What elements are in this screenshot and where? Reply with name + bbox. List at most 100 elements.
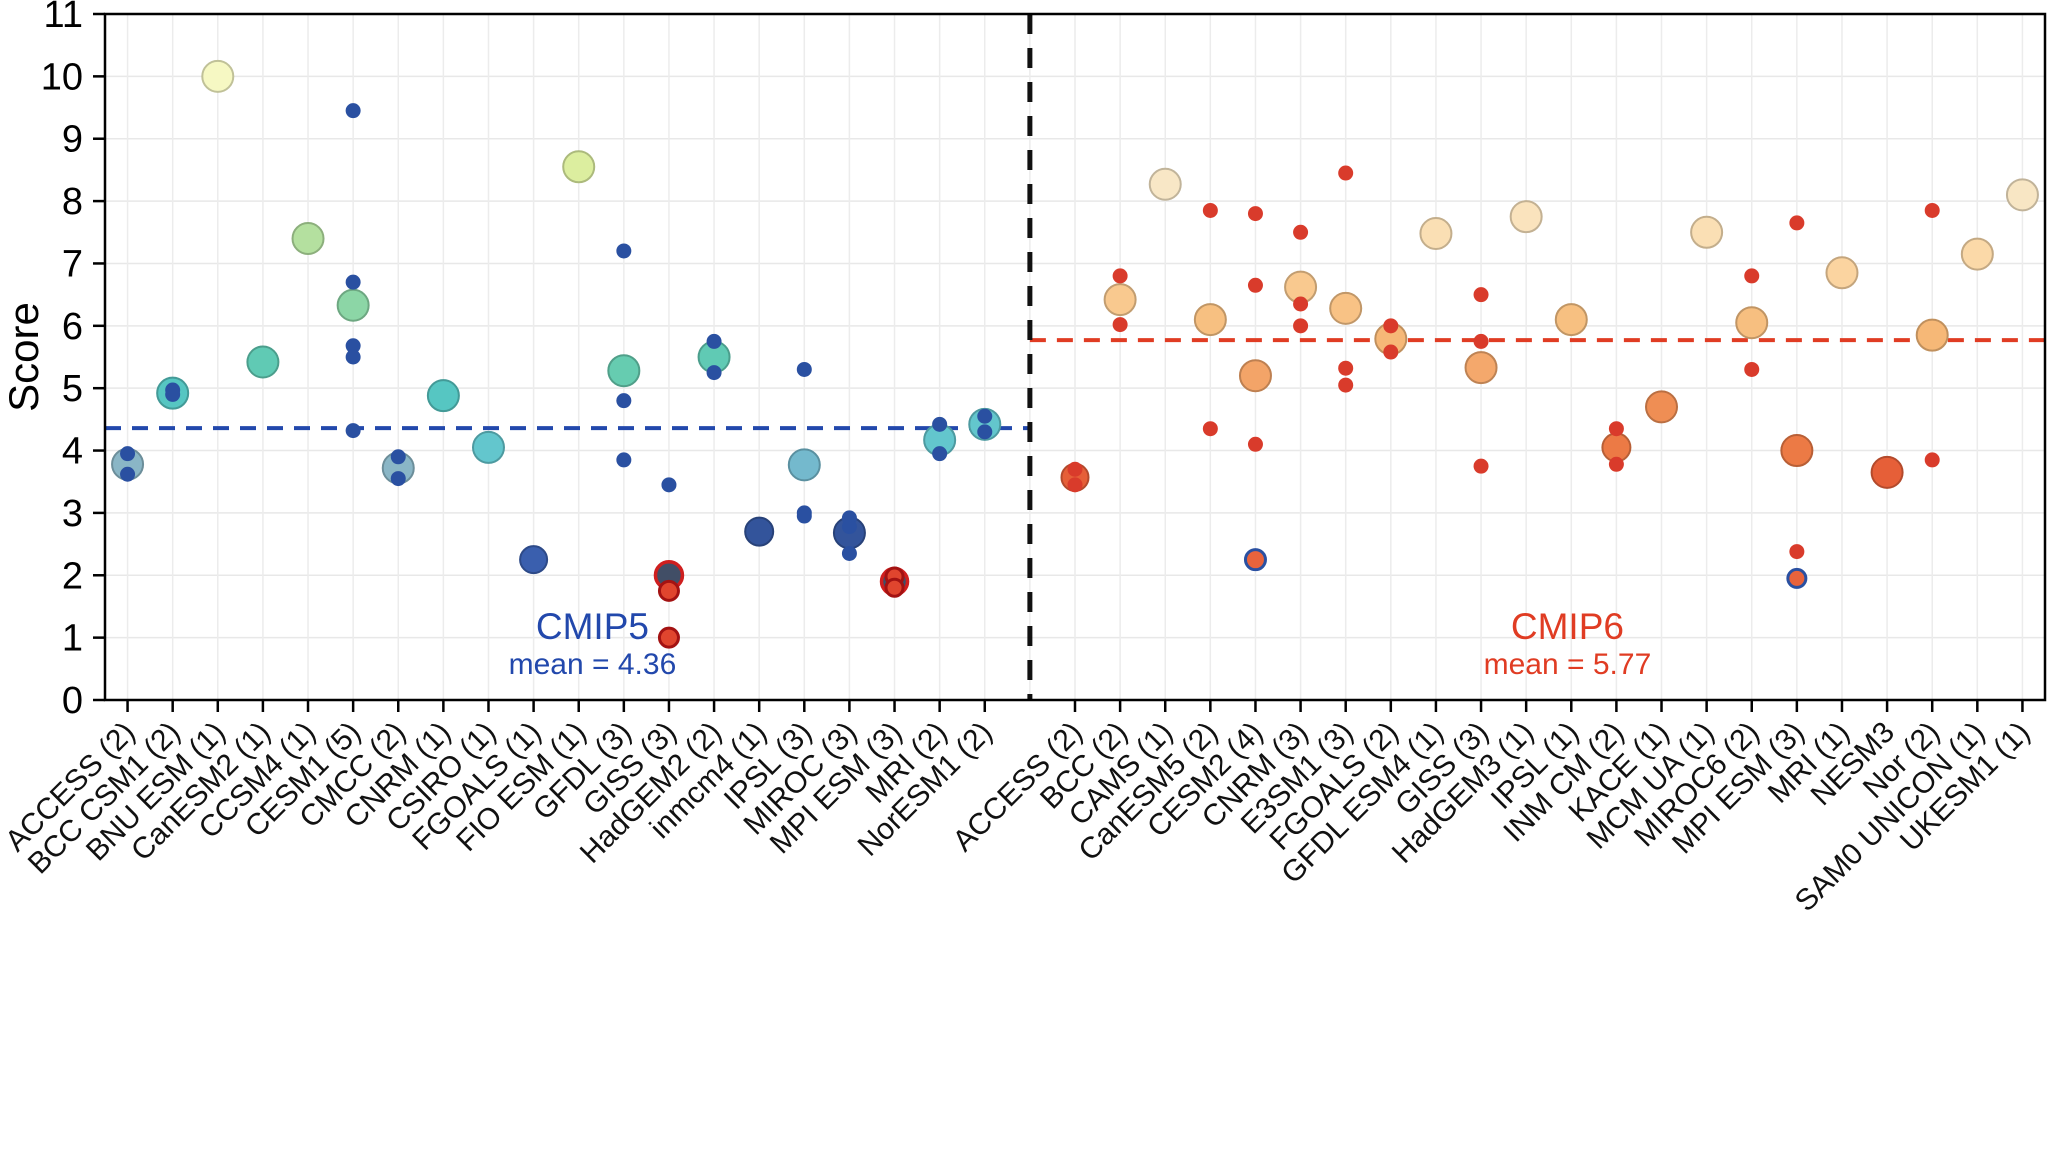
y-tick-label: 1	[62, 618, 83, 660]
model-mean-point	[291, 222, 325, 256]
ensemble-member-point	[345, 349, 361, 365]
cmip6-annotation-title: CMIP6	[1511, 606, 1624, 647]
ensemble-member-point	[1247, 436, 1263, 452]
ensemble-member-point	[977, 408, 993, 424]
model-mean-point	[1193, 303, 1227, 337]
ensemble-member-point	[1473, 458, 1489, 474]
model-mean-point	[1509, 200, 1543, 234]
ensemble-member-point	[1247, 277, 1263, 293]
ensemble-member-point	[841, 545, 857, 561]
y-tick-label: 7	[62, 243, 83, 285]
ensemble-member-point	[1789, 215, 1805, 231]
ensemble-member-point	[1473, 287, 1489, 303]
y-tick-label: 2	[62, 555, 83, 597]
model-mean-point	[1780, 434, 1814, 468]
ensemble-member-point	[1202, 202, 1218, 218]
model-mean-point	[1419, 217, 1453, 251]
model-mean-point	[201, 59, 235, 93]
ensemble-member-point	[1473, 333, 1489, 349]
model-mean-point	[246, 345, 280, 379]
ensemble-member-point	[345, 103, 361, 119]
model-mean-point	[1329, 291, 1363, 325]
model-mean-point	[1238, 359, 1272, 393]
ensemble-member-point	[1293, 318, 1309, 334]
ensemble-member-point	[1293, 224, 1309, 240]
ensemble-member-point	[616, 452, 632, 468]
ensemble-member-point	[1608, 421, 1624, 437]
ensemble-member-point	[1112, 268, 1128, 284]
ensemble-member-point	[1338, 360, 1354, 376]
model-mean-point	[2005, 178, 2039, 212]
ensemble-member-point	[1067, 461, 1083, 477]
ensemble-member-point	[1247, 206, 1263, 222]
ensemble-member-point	[1293, 296, 1309, 312]
model-mean-point	[1464, 351, 1498, 385]
ensemble-member-point	[657, 626, 680, 649]
ensemble-member-point	[1924, 452, 1940, 468]
cmip6-annotation-mean: mean = 5.77	[1484, 648, 1652, 681]
ensemble-member-point	[932, 446, 948, 462]
ensemble-member-point	[120, 466, 136, 482]
ensemble-member-point	[1112, 317, 1128, 333]
cmip5-annotation-mean: mean = 4.36	[509, 648, 677, 681]
model-mean-point	[1690, 215, 1724, 249]
ensemble-member-point	[1243, 548, 1267, 572]
ensemble-member-point	[1789, 544, 1805, 560]
ensemble-member-point	[796, 508, 812, 524]
ensemble-member-point	[1744, 361, 1760, 377]
model-mean-point	[1870, 455, 1904, 489]
ensemble-member-point	[706, 333, 722, 349]
ensemble-member-point	[345, 274, 361, 290]
ensemble-member-point	[1383, 318, 1399, 334]
ensemble-member-point	[345, 423, 361, 439]
ensemble-member-point	[1202, 421, 1218, 437]
model-mean-point	[744, 516, 775, 547]
ensemble-member-point	[345, 338, 361, 354]
ensemble-member-point	[120, 446, 136, 462]
model-mean-point	[1103, 283, 1137, 317]
y-tick-label: 4	[62, 431, 83, 473]
ensemble-member-point	[390, 449, 406, 465]
model-mean-point	[1645, 390, 1679, 424]
y-tick-label: 11	[44, 0, 83, 36]
ensemble-member-point	[706, 365, 722, 381]
ensemble-member-point	[1924, 202, 1940, 218]
y-tick-label: 8	[62, 181, 83, 223]
ensemble-member-point	[977, 424, 993, 440]
ensemble-member-point	[657, 579, 680, 602]
y-tick-label: 0	[62, 680, 83, 722]
y-tick-label: 5	[62, 368, 83, 410]
cmip5-annotation-title: CMIP5	[536, 606, 649, 647]
ensemble-member-point	[1067, 477, 1083, 493]
model-mean-point	[1148, 167, 1182, 201]
ensemble-member-point	[165, 386, 181, 402]
model-mean-point	[787, 448, 821, 482]
ensemble-member-point	[1786, 567, 1808, 589]
ensemble-member-point	[390, 471, 406, 487]
ensemble-member-point	[1383, 344, 1399, 360]
ensemble-member-point	[616, 393, 632, 409]
ensemble-member-point	[616, 243, 632, 259]
model-mean-point	[562, 150, 596, 184]
y-tick-label: 3	[62, 493, 83, 535]
model-mean-point	[1735, 306, 1769, 340]
ensemble-member-point	[932, 416, 948, 432]
model-mean-point	[471, 430, 505, 464]
model-mean-point	[1960, 237, 1994, 271]
y-tick-label: 10	[41, 56, 83, 98]
y-tick-label: 6	[62, 306, 83, 348]
ensemble-member-point	[796, 361, 812, 377]
model-mean-point	[519, 545, 549, 575]
model-mean-point	[1915, 318, 1949, 352]
y-tick-label: 9	[62, 119, 83, 161]
ensemble-member-point	[841, 519, 857, 535]
ensemble-member-point	[1744, 268, 1760, 284]
model-mean-point	[607, 354, 641, 388]
ensemble-member-point	[661, 477, 677, 493]
model-mean-point	[426, 379, 460, 413]
y-axis-title: Score	[0, 302, 47, 412]
ensemble-member-point	[1338, 165, 1354, 181]
